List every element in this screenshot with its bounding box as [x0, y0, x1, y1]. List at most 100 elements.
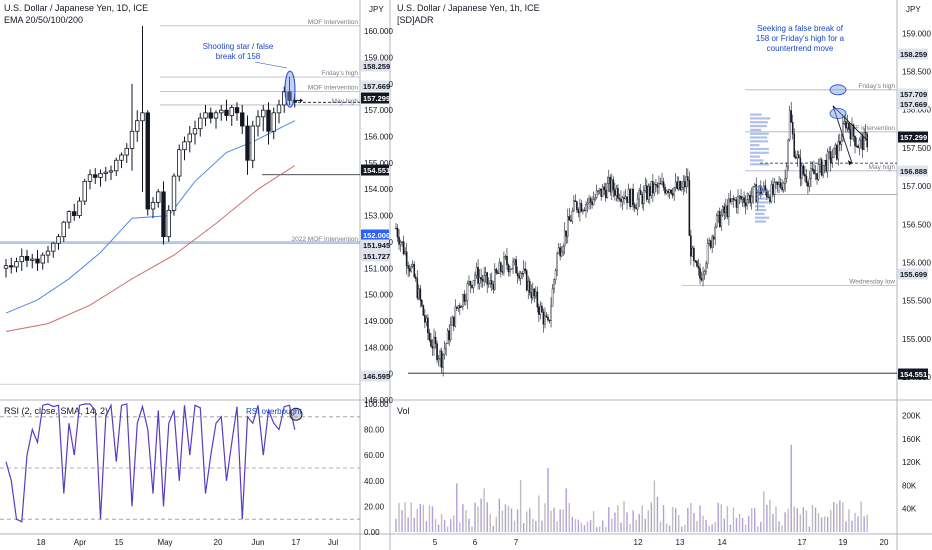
volume-bar	[754, 508, 756, 532]
y-tick-label: 154.000	[364, 185, 393, 194]
candle-body	[641, 194, 644, 205]
candle-body	[198, 117, 203, 130]
level-label: Friday's high	[858, 83, 895, 90]
candle-body	[642, 190, 645, 205]
candle-body	[255, 116, 261, 127]
volume-bar	[732, 507, 735, 532]
x-tick-label: 20	[214, 538, 223, 547]
candle-body	[433, 336, 435, 349]
volume-bar	[644, 518, 646, 532]
volume-bar	[541, 520, 543, 532]
candle-body	[501, 271, 504, 273]
candle-body	[819, 159, 821, 165]
volume-bar	[775, 506, 777, 532]
volume-bar	[407, 517, 409, 532]
volume-bar	[854, 512, 856, 532]
candle-body	[852, 124, 855, 137]
candle-body	[182, 141, 187, 151]
volume-bar	[857, 516, 859, 532]
volume-bar	[699, 505, 701, 532]
volume-bar	[605, 527, 607, 532]
candle-body	[705, 263, 707, 272]
candle-body	[292, 100, 297, 103]
volume-bar	[702, 515, 704, 532]
candle-body	[788, 110, 791, 141]
volume-bar	[462, 504, 464, 532]
candle-body	[87, 174, 93, 182]
candle-body	[524, 268, 526, 271]
candle-body	[585, 203, 587, 211]
adr-bar	[750, 151, 769, 154]
volume-bar	[866, 514, 868, 532]
volume-bar	[513, 520, 516, 532]
candle-body	[775, 181, 777, 183]
candle-body	[861, 136, 864, 150]
candle-body	[630, 188, 633, 207]
rsi-tick-label: 20.00	[364, 502, 385, 511]
candle-body	[665, 190, 668, 194]
price-badge: 154.551	[363, 166, 390, 175]
candle-body	[560, 251, 563, 257]
candle-body	[457, 305, 460, 309]
volume-bar	[586, 521, 589, 532]
candle-body	[203, 112, 208, 119]
currency-label: JPY	[369, 5, 384, 14]
candle-body	[449, 324, 452, 340]
candle-body	[19, 256, 24, 263]
target-ellipse	[829, 108, 847, 119]
candle-body	[468, 281, 470, 284]
volume-bar	[595, 527, 598, 532]
rsi-tick-label: 80.00	[364, 426, 385, 435]
adr-bar	[750, 155, 760, 158]
volume-bar	[693, 512, 695, 532]
candle-body	[571, 210, 574, 222]
candle-body	[119, 154, 124, 161]
candle-body	[539, 305, 542, 315]
candle-body	[24, 256, 30, 261]
level-label: 2022 MOF Intervention	[292, 236, 359, 243]
volume-bar	[766, 504, 768, 532]
candle-body	[570, 220, 572, 222]
adr-bar	[750, 117, 771, 120]
candle-body	[860, 136, 862, 141]
volume-bar	[650, 502, 653, 532]
level-label: Friday's high	[321, 70, 358, 77]
candle-body	[440, 350, 443, 368]
candle-body	[588, 198, 590, 204]
candle-body	[685, 176, 688, 188]
candle-body	[614, 189, 616, 196]
volume-bar	[611, 518, 613, 532]
candle-body	[858, 139, 861, 149]
volume-bar	[772, 513, 774, 532]
price-badge: 146.595	[363, 372, 390, 381]
candle-body	[475, 267, 478, 276]
volume-bar	[681, 526, 683, 532]
candle-body	[177, 149, 182, 177]
volume-bar	[529, 508, 531, 532]
candle-body	[545, 315, 548, 318]
volume-bar	[544, 503, 546, 532]
volume-bar	[678, 515, 680, 532]
candle-body	[857, 145, 859, 149]
candle-body	[568, 216, 571, 221]
adr-bar	[755, 197, 771, 200]
candle-body	[597, 190, 599, 192]
candle-body	[437, 358, 440, 361]
candle-body	[752, 186, 754, 197]
x-tick-label: Apr	[74, 538, 87, 547]
candle-body	[509, 269, 511, 273]
candle-body	[740, 195, 742, 200]
adr-bar	[755, 186, 764, 189]
candle-body	[503, 256, 505, 273]
price-badge-bg	[361, 164, 389, 176]
candle-body	[746, 199, 748, 207]
candle-body	[98, 173, 103, 178]
candle-body	[644, 185, 647, 191]
volume-bar	[842, 502, 844, 532]
candle-body	[787, 139, 789, 167]
candle-body	[77, 200, 82, 216]
annotation-line1: Seeking a false break of	[757, 24, 844, 33]
volume-bar	[562, 509, 564, 532]
candle-body	[776, 181, 779, 185]
candle-body	[627, 189, 630, 203]
